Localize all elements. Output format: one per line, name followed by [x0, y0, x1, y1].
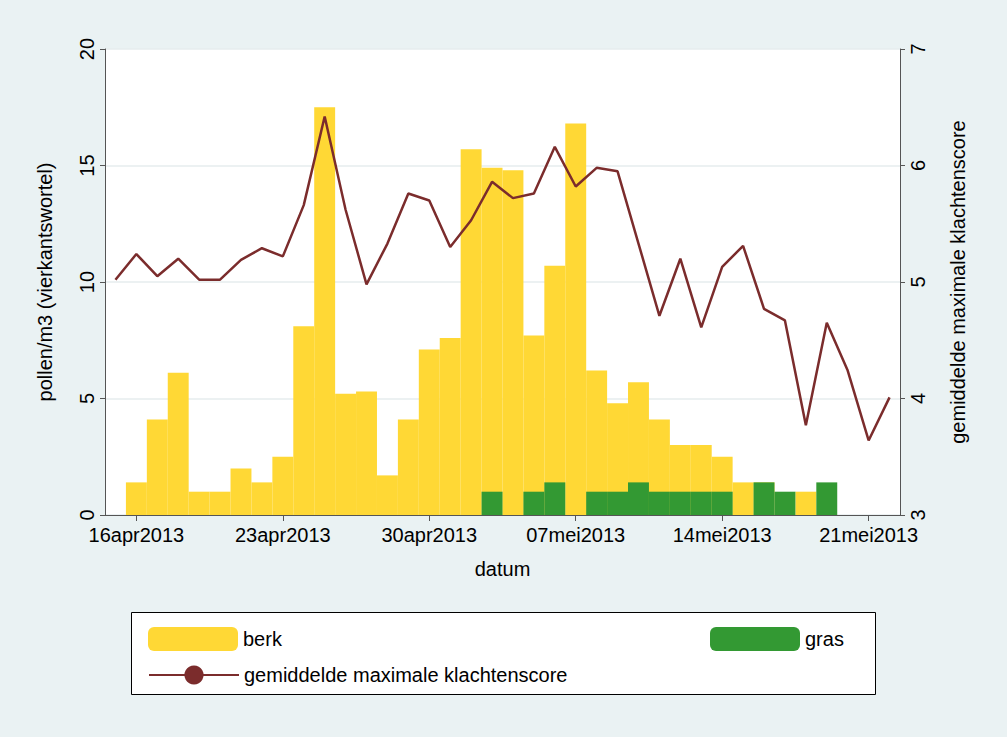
svg-text:10: 10 — [76, 271, 98, 293]
svg-text:0: 0 — [76, 509, 98, 520]
svg-text:datum: datum — [475, 558, 531, 580]
svg-text:14mei2013: 14mei2013 — [673, 524, 772, 546]
svg-text:07mei2013: 07mei2013 — [526, 524, 625, 546]
svg-text:berk: berk — [243, 628, 283, 650]
svg-text:gemiddelde maximale klachtensc: gemiddelde maximale klachtenscore — [947, 120, 969, 444]
svg-text:5: 5 — [76, 393, 98, 404]
svg-text:23apr2013: 23apr2013 — [235, 524, 331, 546]
svg-text:gemiddelde maximale klachtensc: gemiddelde maximale klachtenscore — [244, 664, 568, 686]
svg-text:6: 6 — [907, 160, 929, 171]
svg-text:30apr2013: 30apr2013 — [381, 524, 477, 546]
svg-text:3: 3 — [907, 509, 929, 520]
svg-text:21mei2013: 21mei2013 — [819, 524, 918, 546]
svg-text:5: 5 — [907, 276, 929, 287]
svg-text:pollen/m3 (vierkantswortel): pollen/m3 (vierkantswortel) — [34, 163, 56, 402]
svg-text:16apr2013: 16apr2013 — [89, 524, 185, 546]
svg-text:4: 4 — [907, 393, 929, 404]
svg-text:7: 7 — [907, 43, 929, 54]
svg-text:20: 20 — [76, 38, 98, 60]
svg-text:15: 15 — [76, 154, 98, 176]
svg-text:gras: gras — [805, 628, 844, 650]
